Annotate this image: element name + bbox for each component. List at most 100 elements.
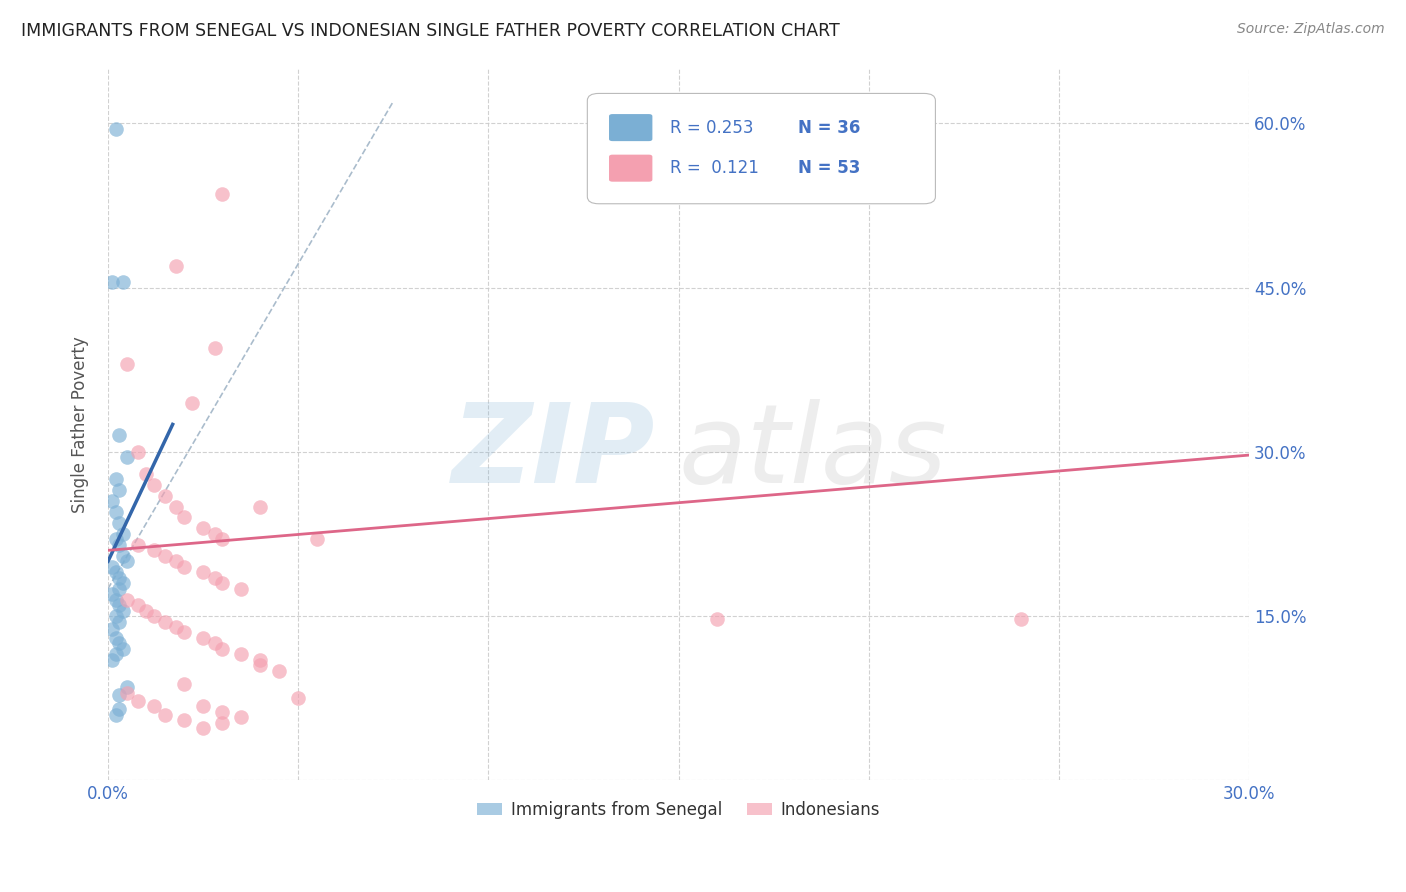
Point [104, 533, 127, 547]
Point [173, 559, 195, 574]
Point [101, 559, 124, 574]
Point [287, 691, 309, 706]
Point [112, 527, 135, 541]
Point [115, 592, 138, 607]
Point [142, 543, 165, 558]
Point [166, 554, 188, 568]
Point [153, 489, 176, 503]
Point [191, 631, 214, 645]
Point [166, 259, 188, 273]
Point [173, 510, 195, 524]
Point [127, 598, 149, 612]
Text: R = 0.253: R = 0.253 [669, 119, 754, 136]
Point [153, 549, 176, 563]
Point [112, 641, 135, 656]
Point [127, 444, 149, 458]
Point [231, 582, 253, 596]
Text: ZIP: ZIP [453, 400, 655, 507]
Point [231, 648, 253, 662]
Point [269, 664, 291, 678]
Point [101, 622, 124, 636]
Text: Source: ZipAtlas.com: Source: ZipAtlas.com [1237, 22, 1385, 37]
Point [204, 341, 226, 355]
Point [249, 658, 271, 673]
Point [108, 598, 131, 612]
Point [153, 615, 176, 629]
Point [104, 505, 127, 519]
Point [249, 653, 271, 667]
Point [191, 521, 214, 535]
Point [173, 625, 195, 640]
FancyBboxPatch shape [609, 154, 652, 182]
Point [115, 686, 138, 700]
Point [108, 636, 131, 650]
Point [115, 450, 138, 465]
Point [173, 677, 195, 691]
Point [112, 549, 135, 563]
FancyBboxPatch shape [609, 114, 652, 141]
Point [249, 500, 271, 514]
Point [204, 527, 226, 541]
Text: IMMIGRANTS FROM SENEGAL VS INDONESIAN SINGLE FATHER POVERTY CORRELATION CHART: IMMIGRANTS FROM SENEGAL VS INDONESIAN SI… [21, 22, 839, 40]
Y-axis label: Single Father Poverty: Single Father Poverty [72, 336, 89, 513]
Point [211, 641, 233, 656]
Point [211, 706, 233, 720]
Point [112, 603, 135, 617]
Point [142, 698, 165, 713]
Point [307, 533, 329, 547]
Point [142, 609, 165, 624]
Point [127, 538, 149, 552]
Point [191, 698, 214, 713]
Point [153, 707, 176, 722]
Point [104, 648, 127, 662]
Point [166, 500, 188, 514]
Point [108, 538, 131, 552]
Point [191, 721, 214, 735]
Point [108, 688, 131, 702]
Point [101, 587, 124, 601]
Point [104, 707, 127, 722]
Point [108, 516, 131, 530]
Point [101, 275, 124, 289]
Legend: Immigrants from Senegal, Indonesians: Immigrants from Senegal, Indonesians [471, 794, 887, 825]
Point [104, 121, 127, 136]
Point [108, 615, 131, 629]
Point [101, 653, 124, 667]
Text: N = 36: N = 36 [799, 119, 860, 136]
Point [115, 680, 138, 694]
Point [108, 483, 131, 497]
Point [191, 566, 214, 580]
Point [127, 694, 149, 708]
Point [108, 571, 131, 585]
Point [204, 571, 226, 585]
Point [104, 631, 127, 645]
FancyBboxPatch shape [588, 94, 935, 203]
Point [211, 716, 233, 731]
Point [104, 472, 127, 486]
Point [166, 620, 188, 634]
Point [115, 357, 138, 371]
Point [104, 592, 127, 607]
Text: atlas: atlas [679, 400, 948, 507]
Point [204, 636, 226, 650]
Point [706, 612, 728, 626]
Point [231, 710, 253, 724]
Point [135, 467, 157, 481]
Point [104, 566, 127, 580]
Point [211, 576, 233, 591]
Point [115, 554, 138, 568]
Point [112, 275, 135, 289]
Point [142, 477, 165, 491]
Point [112, 576, 135, 591]
Point [211, 187, 233, 202]
Point [108, 702, 131, 716]
Text: N = 53: N = 53 [799, 159, 860, 178]
Text: R =  0.121: R = 0.121 [669, 159, 758, 178]
Point [108, 428, 131, 442]
Point [104, 609, 127, 624]
Point [173, 713, 195, 727]
Point [211, 533, 233, 547]
Point [135, 603, 157, 617]
Point [101, 494, 124, 508]
Point [108, 582, 131, 596]
